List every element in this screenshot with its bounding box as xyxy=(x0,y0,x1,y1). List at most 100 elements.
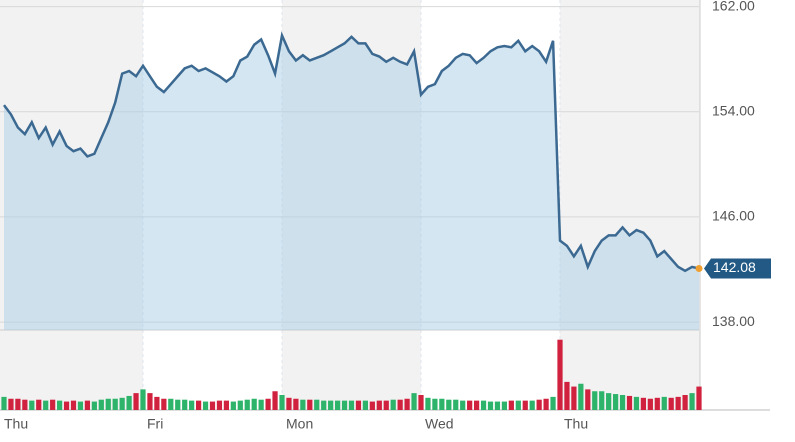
volume-bar xyxy=(626,395,633,410)
volume-bar xyxy=(98,399,104,410)
volume-bar xyxy=(334,400,341,410)
volume-bar xyxy=(140,389,146,410)
volume-bar xyxy=(286,397,292,410)
volume-bar xyxy=(209,401,216,410)
volume-bar xyxy=(515,400,521,410)
volume-bar xyxy=(258,399,264,410)
volume-bar xyxy=(696,386,702,410)
volume-bar xyxy=(460,400,466,410)
last-price-label: 142.08 xyxy=(713,259,756,275)
volume-bar xyxy=(91,401,97,410)
volume-bar xyxy=(501,401,508,410)
last-price-tag xyxy=(704,258,771,279)
volume-bar xyxy=(383,400,389,410)
volume-bar xyxy=(592,391,598,410)
volume-bar xyxy=(578,383,584,410)
volume-bar xyxy=(279,395,285,410)
volume-bar xyxy=(216,400,223,410)
volume-bar xyxy=(272,391,278,410)
volume-bar xyxy=(494,401,501,410)
volume-bar xyxy=(251,398,257,410)
volume-bar xyxy=(189,400,195,410)
volume-bar xyxy=(606,393,612,410)
volume-bar xyxy=(175,399,181,410)
volume-bar xyxy=(112,398,118,410)
price-area xyxy=(4,35,699,330)
volume-bar xyxy=(293,398,299,410)
volume-bar xyxy=(599,391,605,410)
x-tick-label: Thu xyxy=(4,416,28,432)
volume-bar xyxy=(557,339,563,410)
volume-bar xyxy=(1,396,7,410)
volume-bar xyxy=(341,400,348,410)
volume-bar xyxy=(307,399,313,410)
volume-bar xyxy=(529,400,535,410)
volume-bar xyxy=(36,399,42,410)
volume-bar xyxy=(202,401,209,410)
volume-bar xyxy=(348,400,355,410)
volume-bar xyxy=(63,401,70,410)
volume-bar xyxy=(564,381,570,410)
volume-bar xyxy=(543,398,549,410)
volume-bar xyxy=(390,399,396,410)
volume-bar xyxy=(571,386,577,410)
volume-bar xyxy=(133,393,139,410)
volume-bar xyxy=(439,398,445,410)
volume-bar xyxy=(56,400,63,410)
volume-bar xyxy=(473,400,480,410)
x-tick-label: Mon xyxy=(286,416,313,432)
volume-bar xyxy=(585,389,591,410)
volume-bar xyxy=(15,398,21,410)
volume-bar xyxy=(154,396,160,410)
volume-bar xyxy=(161,398,167,410)
volume-bar xyxy=(195,400,202,410)
volume-bar xyxy=(321,400,327,410)
x-tick-label: Thu xyxy=(564,416,588,432)
volume-bar xyxy=(467,400,473,410)
volume-bar xyxy=(668,397,674,410)
volume-bar xyxy=(453,399,459,410)
volume-bar xyxy=(480,400,487,410)
volume-bar xyxy=(612,394,619,410)
price-line xyxy=(3,31,700,273)
volume-bar xyxy=(640,397,647,410)
volume-bar xyxy=(682,395,688,410)
volume-bar xyxy=(8,398,14,410)
y-tick-label: 138.00 xyxy=(712,313,755,329)
volume-bar xyxy=(487,401,494,410)
x-tick-label: Fri xyxy=(147,416,163,432)
volume-bar xyxy=(265,398,271,410)
volume-bar xyxy=(168,398,174,410)
volume-bar xyxy=(77,401,84,410)
volume-bar xyxy=(446,399,452,410)
y-tick-label: 146.00 xyxy=(712,208,755,224)
volume-bar xyxy=(119,397,125,410)
volume-bar xyxy=(654,397,660,410)
volume-bar xyxy=(230,401,236,410)
volume-bar xyxy=(376,400,382,410)
volume-bar xyxy=(50,399,56,410)
volume-bar xyxy=(404,398,410,410)
volume-bar xyxy=(314,399,320,410)
volume-bar xyxy=(223,400,230,410)
volume-bar xyxy=(244,399,250,410)
y-tick-label: 154.00 xyxy=(712,102,755,118)
last-price-dot xyxy=(695,264,703,272)
volume-bar xyxy=(418,395,424,410)
x-tick-label: Wed xyxy=(425,416,454,432)
volume-bar xyxy=(70,400,77,410)
day-band xyxy=(560,0,700,410)
volume-bar xyxy=(432,398,438,410)
volume-bar xyxy=(237,400,243,410)
y-tick-label: 162.00 xyxy=(712,0,755,13)
volume-bar xyxy=(633,396,640,410)
volume-bar xyxy=(675,396,681,410)
volume-bar xyxy=(126,395,132,410)
volume-bar xyxy=(619,395,626,410)
volume-bar xyxy=(182,399,188,410)
volume-bar xyxy=(355,400,362,410)
volume-bar xyxy=(411,393,417,410)
volume-bar xyxy=(369,401,375,410)
volume-bar xyxy=(661,396,667,410)
